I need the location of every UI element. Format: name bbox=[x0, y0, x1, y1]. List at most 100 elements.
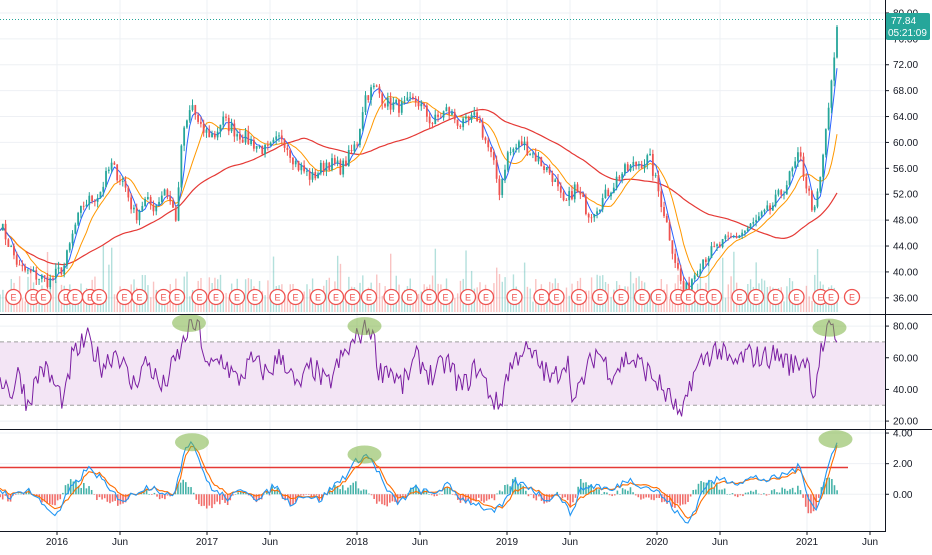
price-candle-body[interactable] bbox=[420, 103, 423, 107]
price-candle-body[interactable] bbox=[124, 181, 127, 188]
price-candle-body[interactable] bbox=[255, 146, 258, 149]
price-candle-body[interactable] bbox=[590, 217, 593, 219]
price-candle-body[interactable] bbox=[434, 114, 437, 124]
price-candle-body[interactable] bbox=[66, 250, 68, 266]
price-candle-body[interactable] bbox=[559, 186, 562, 193]
earnings-marker[interactable] bbox=[360, 288, 378, 306]
price-candle-body[interactable] bbox=[730, 236, 732, 238]
price-candle-body[interactable] bbox=[808, 188, 810, 191]
price-candle-body[interactable] bbox=[80, 205, 82, 213]
price-candle-body[interactable] bbox=[465, 116, 467, 119]
price-candle-body[interactable] bbox=[364, 95, 367, 113]
price-candle-body[interactable] bbox=[347, 149, 350, 166]
price-candle-body[interactable] bbox=[370, 87, 372, 100]
price-candle-body[interactable] bbox=[71, 233, 74, 244]
price-candle-body[interactable] bbox=[579, 191, 582, 195]
price-candle-body[interactable] bbox=[250, 139, 252, 145]
price-candle-body[interactable] bbox=[830, 80, 833, 108]
price-candle-body[interactable] bbox=[378, 86, 381, 94]
price-candle-body[interactable] bbox=[651, 153, 654, 176]
price-candle-body[interactable] bbox=[459, 125, 462, 128]
price-candle-body[interactable] bbox=[29, 269, 32, 272]
price-candle-body[interactable] bbox=[785, 185, 788, 195]
price-candle-body[interactable] bbox=[442, 111, 445, 118]
price-candle-body[interactable] bbox=[677, 262, 679, 269]
earnings-marker[interactable] bbox=[591, 288, 609, 306]
price-candle-body[interactable] bbox=[32, 270, 35, 272]
price-candle-body[interactable] bbox=[88, 195, 91, 205]
price-candle-body[interactable] bbox=[35, 270, 38, 280]
price-candle-body[interactable] bbox=[727, 235, 730, 237]
price-candle-body[interactable] bbox=[612, 187, 615, 193]
price-candle-body[interactable] bbox=[713, 246, 716, 247]
price-candle-body[interactable] bbox=[367, 95, 370, 100]
price-candle-body[interactable] bbox=[102, 186, 105, 192]
price-candle-body[interactable] bbox=[300, 165, 303, 171]
price-candle-body[interactable] bbox=[640, 164, 643, 169]
price-candle-body[interactable] bbox=[138, 210, 141, 221]
price-candle-body[interactable] bbox=[548, 166, 551, 174]
price-candle-body[interactable] bbox=[160, 195, 163, 202]
price-candle-body[interactable] bbox=[144, 199, 146, 206]
price-candle-body[interactable] bbox=[135, 207, 138, 221]
price-candle-body[interactable] bbox=[96, 197, 99, 202]
price-candle-body[interactable] bbox=[568, 191, 571, 201]
price-candle-body[interactable] bbox=[121, 181, 124, 182]
price-candle-body[interactable] bbox=[272, 139, 275, 143]
price-candle-body[interactable] bbox=[152, 204, 155, 212]
price-candle-body[interactable] bbox=[208, 129, 211, 138]
price-candle-body[interactable] bbox=[621, 173, 624, 179]
price-candle-body[interactable] bbox=[582, 194, 585, 197]
price-candle-body[interactable] bbox=[174, 207, 177, 221]
earnings-marker[interactable] bbox=[309, 288, 327, 306]
price-candle-body[interactable] bbox=[10, 246, 13, 247]
earnings-marker[interactable] bbox=[168, 288, 186, 306]
macd-signal-line[interactable] bbox=[0, 445, 838, 519]
price-candle-body[interactable] bbox=[4, 223, 7, 240]
price-candle-body[interactable] bbox=[169, 196, 172, 202]
price-candle-body[interactable] bbox=[746, 228, 749, 232]
price-candle-body[interactable] bbox=[467, 116, 470, 121]
price-candle-body[interactable] bbox=[685, 282, 688, 294]
price-candle-body[interactable] bbox=[813, 206, 816, 211]
earnings-marker[interactable] bbox=[548, 288, 565, 306]
price-candle-body[interactable] bbox=[576, 184, 579, 192]
price-candle-body[interactable] bbox=[431, 123, 434, 125]
price-candle-body[interactable] bbox=[400, 101, 403, 113]
price-candle-body[interactable] bbox=[783, 194, 785, 196]
price-candle-body[interactable] bbox=[679, 268, 682, 281]
price-candle-body[interactable] bbox=[227, 117, 230, 132]
price-candle-body[interactable] bbox=[451, 112, 453, 115]
price-candle-body[interactable] bbox=[406, 97, 409, 101]
price-candle-body[interactable] bbox=[699, 269, 702, 275]
price-candle-body[interactable] bbox=[540, 157, 543, 167]
price-candle-body[interactable] bbox=[769, 205, 771, 211]
price-candle-body[interactable] bbox=[423, 103, 425, 106]
price-candle-body[interactable] bbox=[537, 157, 540, 162]
price-candle-body[interactable] bbox=[484, 137, 487, 141]
price-candle-body[interactable] bbox=[93, 201, 96, 202]
price-candle-body[interactable] bbox=[492, 152, 495, 161]
price-candle-body[interactable] bbox=[721, 239, 724, 248]
price-candle-body[interactable] bbox=[744, 231, 746, 233]
price-candle-body[interactable] bbox=[82, 205, 85, 207]
price-candle-body[interactable] bbox=[755, 220, 757, 223]
price-candle-body[interactable] bbox=[38, 278, 40, 280]
price-candle-body[interactable] bbox=[188, 110, 191, 121]
price-candle-body[interactable] bbox=[498, 178, 501, 196]
price-candle-body[interactable] bbox=[350, 149, 353, 151]
price-candle-body[interactable] bbox=[453, 112, 456, 120]
price-candle-body[interactable] bbox=[425, 105, 428, 117]
price-candle-body[interactable] bbox=[771, 205, 774, 211]
price-candle-body[interactable] bbox=[177, 187, 180, 221]
price-candle-body[interactable] bbox=[389, 97, 392, 110]
price-candle-body[interactable] bbox=[643, 164, 646, 169]
time-scale[interactable]: 2016 Jun 2017 Jun 2018 Jun 2019 Jun 2020 Jun 2021 J… bbox=[46, 531, 878, 548]
price-candle-body[interactable] bbox=[732, 236, 735, 238]
earnings-marker[interactable] bbox=[843, 288, 861, 306]
price-candle-body[interactable] bbox=[601, 197, 604, 210]
price-candle-body[interactable] bbox=[241, 139, 244, 143]
price-candle-body[interactable] bbox=[504, 169, 506, 179]
price-candle-body[interactable] bbox=[149, 197, 152, 205]
